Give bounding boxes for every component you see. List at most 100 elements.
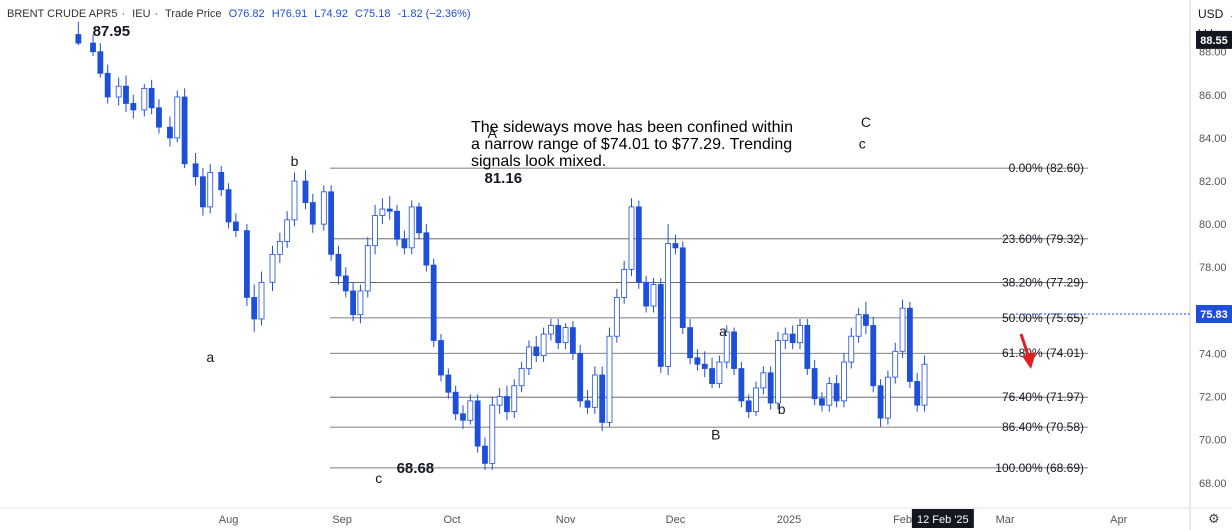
candle[interactable] [848, 327, 855, 369]
candle[interactable] [885, 370, 891, 425]
candle[interactable] [258, 271, 265, 326]
candle[interactable] [826, 377, 833, 412]
candle[interactable] [496, 387, 503, 414]
candle[interactable] [357, 284, 364, 324]
candle[interactable] [687, 318, 693, 365]
candle[interactable] [591, 366, 598, 414]
candle[interactable] [892, 342, 899, 384]
candle[interactable] [243, 224, 250, 307]
candle[interactable] [584, 390, 591, 414]
candle[interactable] [504, 385, 510, 421]
candle[interactable] [855, 308, 862, 343]
candle[interactable] [650, 278, 657, 313]
candle[interactable] [141, 84, 148, 117]
candle[interactable] [309, 193, 316, 233]
candle[interactable] [760, 366, 767, 395]
candle[interactable] [731, 327, 737, 375]
candle[interactable] [474, 394, 481, 453]
candle[interactable] [665, 224, 672, 375]
candle[interactable] [694, 349, 701, 371]
candle[interactable] [577, 344, 584, 408]
candle[interactable] [789, 325, 796, 350]
candle[interactable] [753, 381, 759, 416]
unit-selector[interactable]: bbl ⌄ [1198, 28, 1226, 40]
candle[interactable] [906, 301, 913, 388]
candle[interactable] [914, 372, 921, 412]
candle[interactable] [672, 234, 679, 255]
candle[interactable] [269, 245, 276, 291]
candle[interactable] [870, 316, 877, 393]
candle[interactable] [394, 204, 400, 246]
candle[interactable] [863, 301, 869, 335]
candle[interactable] [372, 204, 378, 255]
candle[interactable] [701, 351, 708, 378]
candle[interactable] [533, 336, 540, 363]
candle[interactable] [445, 368, 452, 399]
candle[interactable] [218, 165, 225, 197]
candle[interactable] [192, 153, 199, 186]
candle[interactable] [200, 168, 206, 216]
candle[interactable] [899, 299, 906, 358]
candle[interactable] [833, 375, 840, 408]
candle[interactable] [841, 353, 847, 408]
candle[interactable] [621, 260, 628, 304]
candle[interactable] [679, 241, 686, 335]
candle[interactable] [232, 213, 239, 238]
candle[interactable] [438, 334, 444, 382]
candle[interactable] [921, 355, 928, 412]
candle[interactable] [599, 366, 606, 432]
candle[interactable] [320, 185, 327, 231]
candle[interactable] [613, 288, 620, 343]
candle[interactable] [302, 170, 309, 210]
candle[interactable] [251, 284, 258, 332]
candle[interactable] [569, 321, 576, 360]
candle[interactable] [181, 88, 188, 169]
candle[interactable] [423, 224, 430, 272]
candle[interactable] [606, 327, 613, 427]
candle[interactable] [156, 99, 162, 134]
candle[interactable] [408, 200, 415, 255]
candle[interactable] [782, 327, 789, 350]
candle[interactable] [225, 183, 232, 229]
candle[interactable] [130, 94, 137, 119]
candle[interactable] [104, 64, 111, 104]
candle[interactable] [518, 362, 525, 393]
candle[interactable] [123, 75, 129, 113]
candle[interactable] [207, 163, 214, 214]
candle[interactable] [416, 202, 422, 240]
candle[interactable] [401, 230, 408, 255]
candle[interactable] [489, 396, 496, 470]
candle[interactable] [174, 90, 181, 143]
candle[interactable] [745, 394, 752, 419]
candle[interactable] [775, 331, 781, 410]
candle[interactable] [460, 405, 466, 429]
candle[interactable] [797, 318, 803, 350]
candle[interactable] [430, 258, 437, 347]
candle[interactable] [90, 34, 96, 57]
candle[interactable] [335, 245, 342, 285]
candle[interactable] [511, 379, 518, 419]
candle[interactable] [364, 237, 371, 298]
candle[interactable] [482, 437, 488, 470]
candle[interactable] [628, 198, 635, 276]
candle[interactable] [148, 79, 155, 115]
candle[interactable] [548, 318, 554, 341]
candle[interactable] [811, 359, 818, 406]
candle[interactable] [540, 327, 547, 363]
candle[interactable] [819, 392, 825, 412]
candle[interactable] [350, 282, 356, 322]
candle[interactable] [555, 318, 562, 350]
candle[interactable] [723, 325, 730, 369]
candle[interactable] [562, 323, 569, 350]
candle[interactable] [657, 278, 664, 373]
candle[interactable] [526, 340, 532, 375]
candle[interactable] [386, 196, 393, 220]
candle[interactable] [167, 116, 173, 147]
candle[interactable] [328, 185, 335, 261]
candle[interactable] [97, 43, 104, 78]
candle[interactable] [804, 318, 811, 375]
candle[interactable] [877, 379, 884, 427]
candle[interactable] [643, 275, 650, 313]
